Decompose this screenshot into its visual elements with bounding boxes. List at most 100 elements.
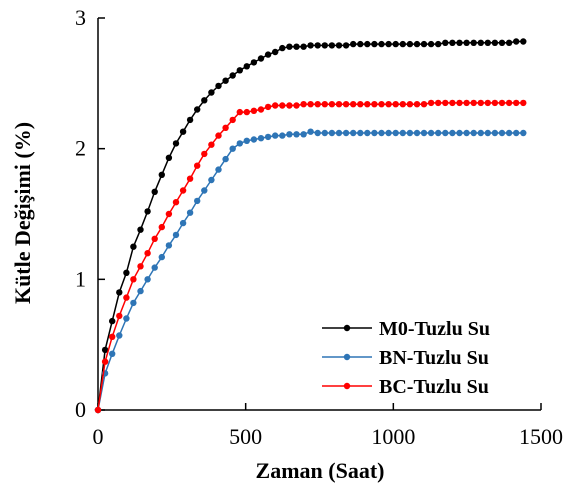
data-point [116,332,123,339]
data-point [520,129,527,137]
data-point [101,358,109,365]
data-point [463,99,470,107]
y-tick-label: 1 [75,266,86,291]
data-point [420,101,428,108]
data-point [286,43,293,50]
x-tick-label: 1500 [519,424,563,449]
data-point [123,294,130,301]
data-point [463,39,470,46]
data-point [392,101,399,108]
data-point [328,42,336,49]
legend: M0-Tuzlu Su BN-Tuzlu Su BC-Tuzlu Su [322,318,490,398]
data-point [399,40,406,48]
data-point [342,42,350,49]
data-point [357,101,364,108]
x-axis-title: Zaman (Saat) [256,458,385,483]
data-point [335,42,343,49]
data-point [513,129,520,137]
data-point [186,116,194,124]
data-point [314,129,321,137]
x-tick-label: 1000 [371,424,415,449]
data-point [357,129,364,137]
data-point [477,39,484,46]
data-point [250,107,258,115]
data-point [279,102,286,109]
data-point [505,39,513,46]
data-point [513,38,520,45]
data-point [186,209,194,216]
data-point [378,101,385,108]
data-point [151,264,158,271]
data-point [201,187,208,194]
data-point [371,129,378,137]
data-point [279,44,286,52]
data-point [208,176,215,184]
data-point [427,129,435,137]
data-point [435,99,442,107]
data-point [201,97,208,104]
data-point [158,171,165,178]
data-point [498,39,506,46]
data-point [215,132,222,139]
legend-swatch-marker [343,353,351,361]
data-point [165,242,173,249]
data-point [272,102,279,109]
data-point [194,197,201,205]
data-point [484,39,491,46]
data-point [208,141,215,148]
data-point [101,346,109,354]
data-point [442,129,449,137]
legend-swatch-marker [343,382,351,390]
series-2 [94,99,527,414]
data-point [208,89,215,96]
legend-label: M0-Tuzlu Su [379,318,490,340]
data-point [435,40,442,48]
plot-axes: 0 500 1000 1500 0 1 2 3 [75,5,563,449]
data-point [350,40,357,48]
data-point [321,101,328,108]
data-point [470,129,477,137]
data-point [151,188,158,195]
x-tick-label: 500 [229,424,262,449]
data-point [123,269,130,276]
data-point [406,101,414,108]
data-point [222,124,229,131]
data-point [470,99,477,107]
data-point [229,145,236,152]
data-point [378,129,385,137]
data-point [300,101,307,108]
data-point [342,129,350,137]
data-point [456,129,463,137]
data-point [194,106,201,113]
data-point [243,137,250,144]
data-point [109,350,116,357]
data-point [357,40,364,48]
data-point [264,133,272,141]
data-point [264,51,272,58]
data-point [243,63,250,70]
data-point [165,154,173,161]
data-point [364,129,371,137]
data-point [470,39,477,46]
data-point [399,129,406,137]
data-point [165,210,173,218]
x-tick-label: 0 [93,424,104,449]
data-point [314,42,321,49]
data-point [477,129,484,137]
data-point [456,39,463,46]
legend-label: BN-Tuzlu Su [379,347,489,369]
data-point [321,129,328,137]
data-point [335,129,343,137]
data-point [137,263,144,270]
data-point [257,106,265,113]
data-point [399,101,406,108]
data-point [158,253,165,261]
data-point [286,131,293,138]
data-point [449,99,456,107]
data-point [307,101,314,108]
data-point [449,129,456,137]
data-point [491,129,499,137]
data-point [413,40,421,48]
data-point [109,333,116,340]
